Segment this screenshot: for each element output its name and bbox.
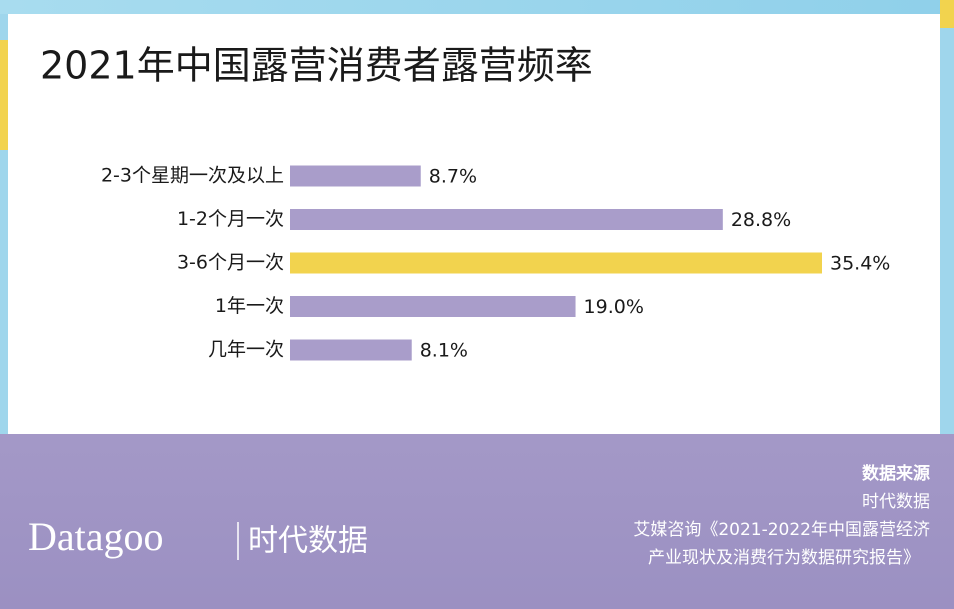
category-label: 2-3个星期一次及以上 [101, 165, 284, 187]
left-strip [0, 14, 8, 434]
value-label: 8.1% [420, 340, 468, 362]
logo-name: 时代数据 [248, 524, 368, 559]
right-accent [940, 0, 954, 28]
bar [290, 252, 822, 274]
value-label: 19.0% [584, 296, 644, 318]
bar [290, 339, 412, 361]
left-accent [0, 40, 8, 150]
logo-brand: Datagoo [28, 514, 164, 559]
value-label: 8.7% [429, 166, 477, 188]
bar [290, 296, 576, 317]
bar [290, 209, 723, 230]
category-label: 1-2个月一次 [177, 208, 284, 230]
source-line: 艾媒咨询《2021-2022年中国露营经济 [633, 520, 930, 540]
chart-title: 2021年中国露营消费者露营频率 [40, 44, 593, 88]
right-strip [940, 14, 954, 434]
category-label: 3-6个月一次 [177, 252, 284, 274]
value-label: 35.4% [830, 253, 890, 275]
source-line: 时代数据 [862, 492, 930, 512]
source-line: 产业现状及消费行为数据研究报告》 [648, 548, 920, 568]
category-label: 1年一次 [215, 295, 284, 317]
bar [290, 165, 421, 187]
value-label: 28.8% [731, 209, 791, 231]
top-strip [0, 0, 954, 14]
category-label: 几年一次 [208, 339, 284, 361]
source-title: 数据来源 [862, 463, 930, 484]
